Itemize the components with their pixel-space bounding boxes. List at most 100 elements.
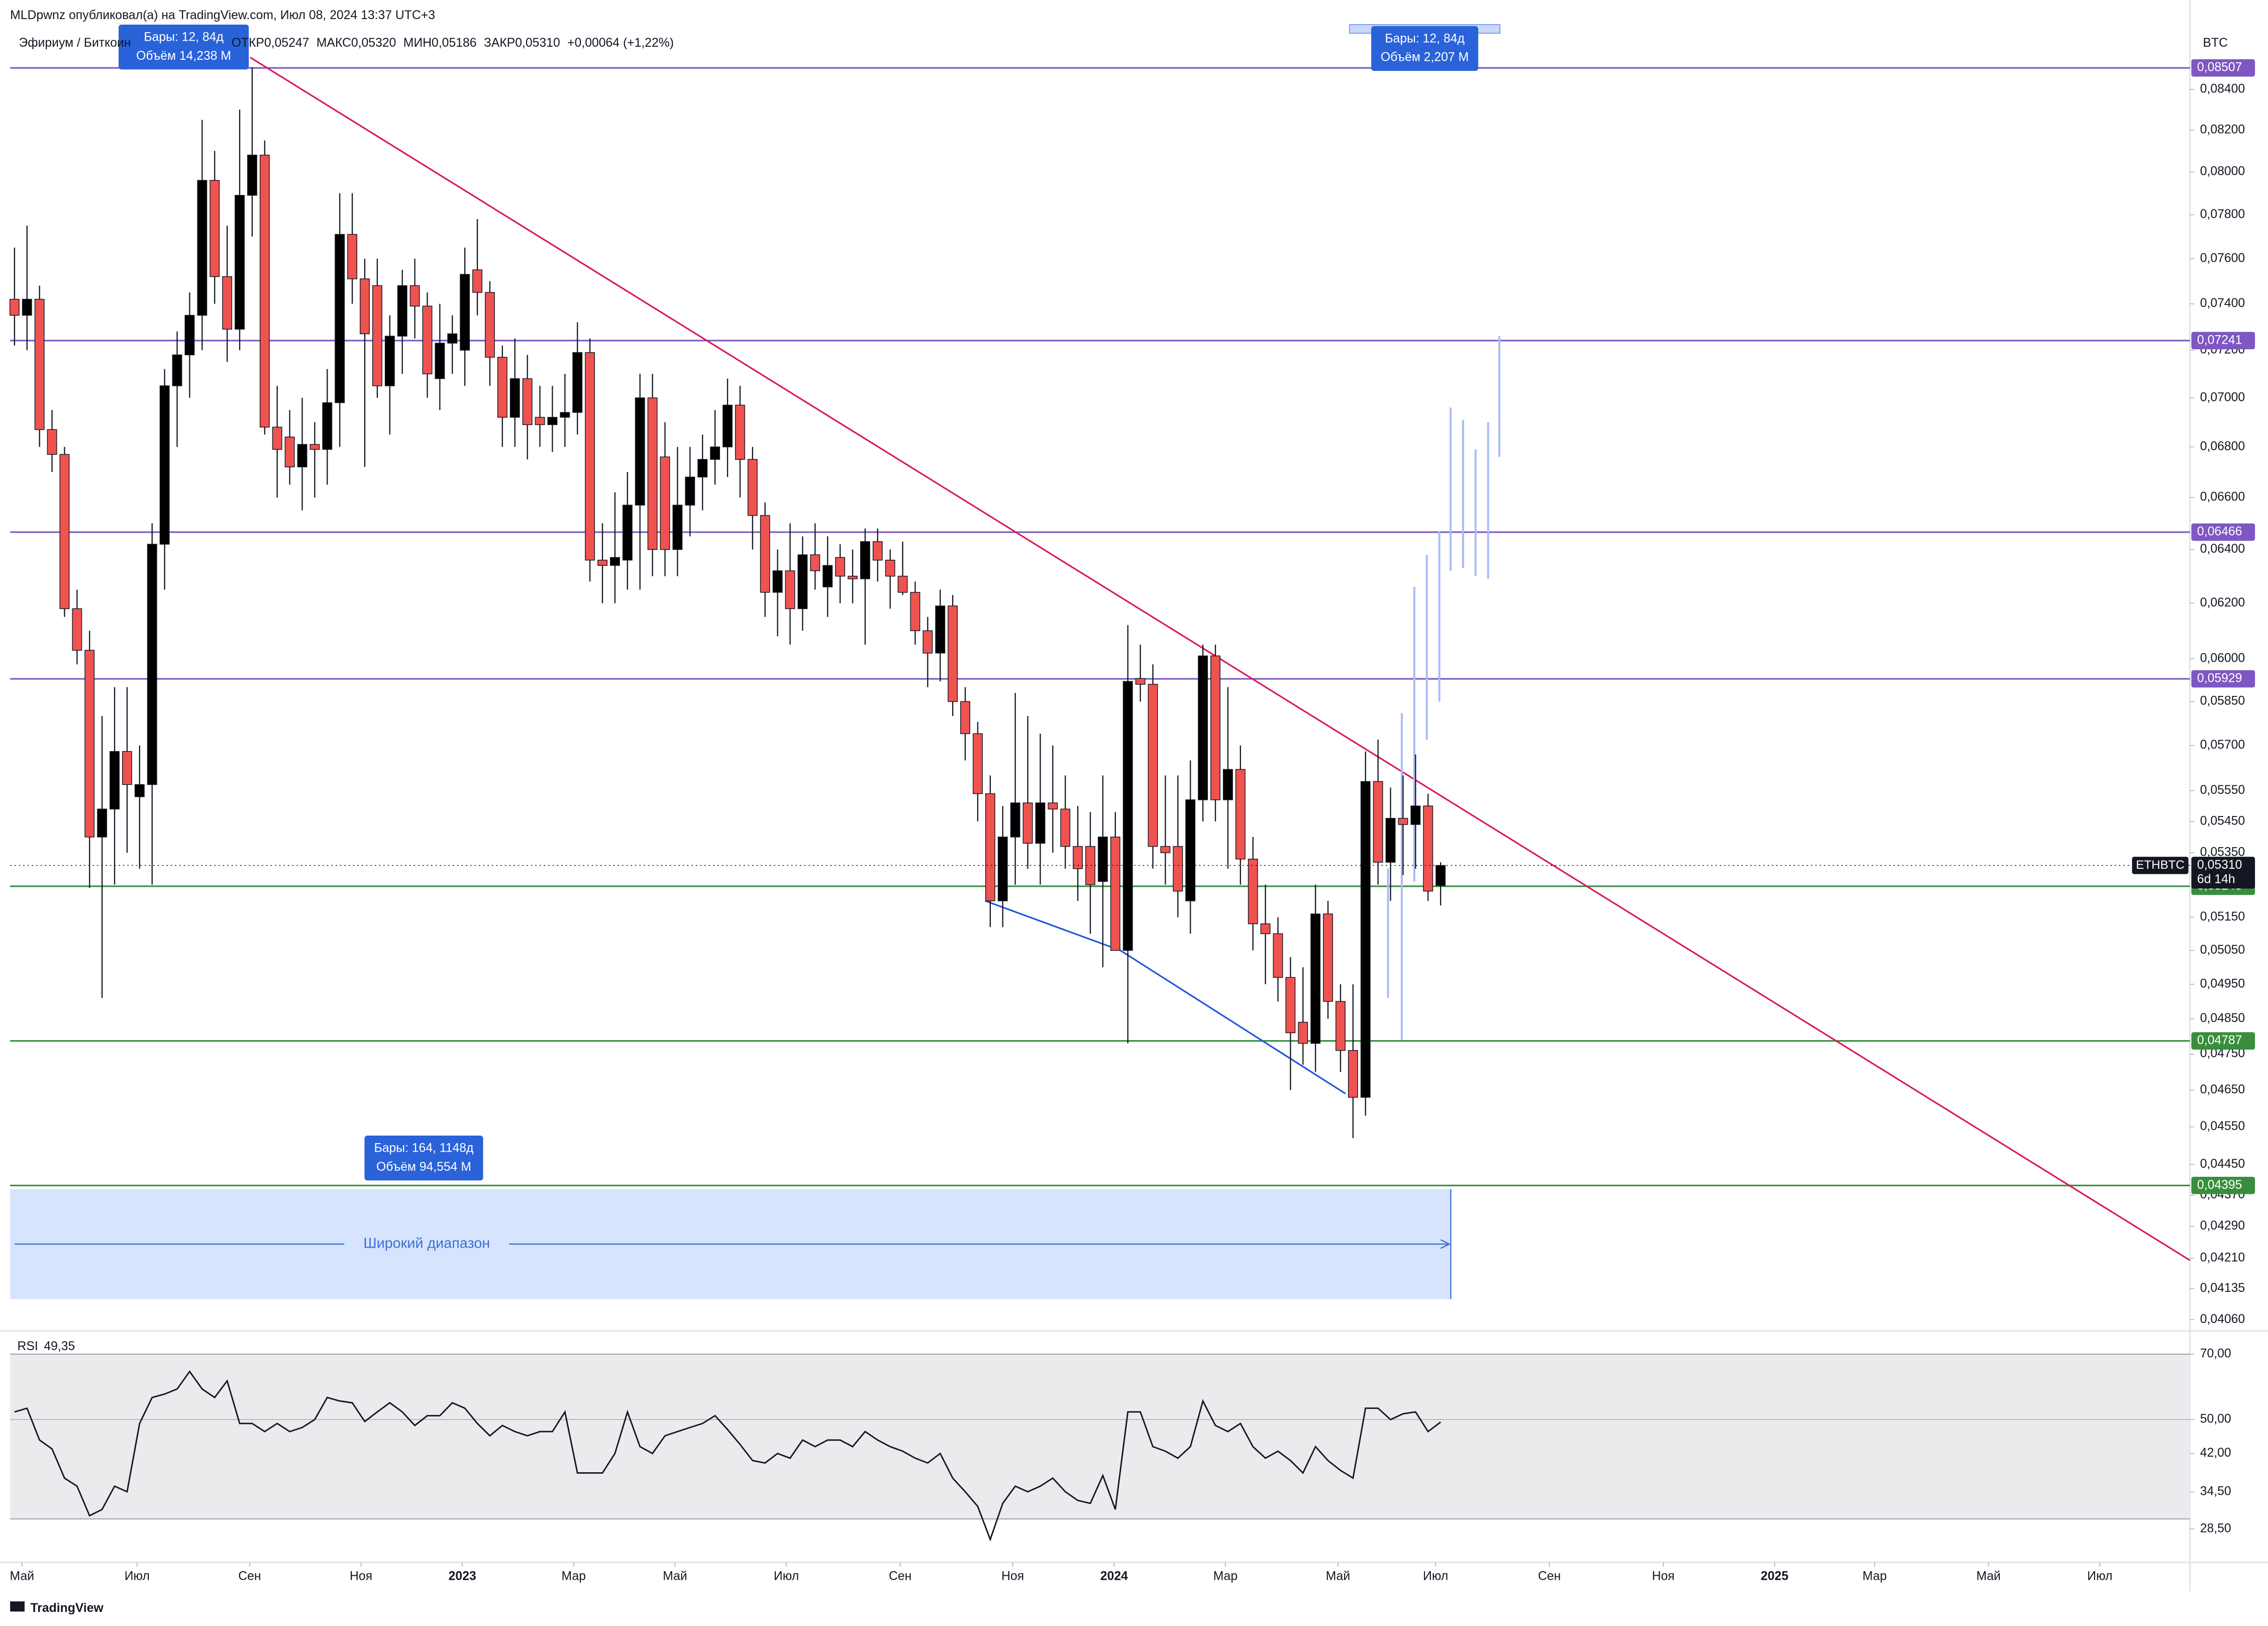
y-tick-label: 0,06000: [2200, 651, 2245, 665]
candle-body: [460, 274, 470, 351]
candle-body: [973, 733, 983, 794]
candle-body: [1135, 678, 1146, 685]
ohlc-value: ОТКР0,05247: [232, 36, 310, 50]
level-label-box: [2191, 1177, 2255, 1194]
x-tick-label: Сен: [238, 1570, 261, 1583]
symbol-name: Эфириум / Биткоин: [19, 36, 131, 50]
rsi-y-tick-label: 34,50: [2200, 1484, 2231, 1498]
y-tick-label: 0,06200: [2200, 596, 2245, 609]
candle-body: [1185, 799, 1196, 901]
candle-body: [147, 544, 157, 785]
candle-body: [723, 404, 733, 448]
rsi-y-tick-label: 42,00: [2200, 1446, 2231, 1460]
last-price-box: [2191, 857, 2255, 889]
candle-body: [184, 315, 195, 356]
candle-body: [197, 180, 208, 316]
candle-body: [210, 180, 220, 277]
candle-body: [1310, 913, 1321, 1044]
range-label: Широкий диапазон: [363, 1236, 490, 1252]
rsi-y-tick-label: 70,00: [2200, 1347, 2231, 1360]
back-layer: Широкий диапазон: [10, 67, 2190, 1519]
level-label: 0,06466: [2197, 525, 2242, 539]
y-tick-label: 0,05050: [2200, 943, 2245, 957]
candle-body: [785, 570, 795, 609]
level-label-box: [2191, 523, 2255, 541]
annotation-box: [364, 1136, 483, 1181]
level-label: 0,04787: [2197, 1034, 2242, 1047]
rsi-band: [10, 1354, 2190, 1519]
candle-body: [435, 343, 445, 379]
candle-body: [835, 557, 846, 577]
rsi-line: [14, 1370, 1441, 1542]
y-tick-label: 0,05450: [2200, 814, 2245, 828]
currency: BTC: [2203, 36, 2227, 50]
candle-body: [1398, 818, 1408, 825]
y-tick-label: 0,04550: [2200, 1120, 2245, 1133]
candle-body: [9, 298, 20, 316]
y-tick-label: 0,07800: [2200, 208, 2245, 221]
x-tick-label: 2024: [1100, 1570, 1128, 1583]
candle-body: [610, 557, 620, 566]
candle-body: [1423, 805, 1433, 892]
candle-body: [322, 402, 333, 450]
candle-body: [409, 285, 420, 307]
candle-body: [985, 793, 995, 901]
level-label: 0,04395: [2197, 1178, 2242, 1192]
rsi-y-tick-label: 50,00: [2200, 1412, 2231, 1426]
ohlc-value: МАКС0,05320: [317, 36, 396, 50]
annotation-text: Объём 14,238 M: [136, 49, 231, 63]
x-tick-label: Ноя: [350, 1570, 372, 1583]
y-tick-label: 0,06400: [2200, 542, 2245, 556]
x-tick-label: Мар: [1213, 1570, 1238, 1583]
candle-body: [735, 404, 745, 460]
candle-body: [1148, 684, 1158, 847]
candle-body: [235, 195, 245, 330]
candle-body: [72, 608, 82, 651]
annotation-text: Бары: 164, 1148д: [374, 1141, 474, 1155]
candle-body: [960, 701, 971, 734]
candle-body: [1160, 846, 1171, 853]
candle-body: [59, 454, 70, 609]
candle-body: [822, 565, 833, 587]
candle-body: [647, 397, 658, 550]
annotation-box: [1371, 26, 1479, 71]
y-tick-label: 0,04950: [2200, 977, 2245, 990]
candle-body: [1010, 802, 1020, 838]
y-tick-label: 0,07400: [2200, 296, 2245, 310]
level-label: 0,07241: [2197, 333, 2242, 347]
candle-body: [497, 357, 507, 418]
y-tick-label: 0,04210: [2200, 1251, 2245, 1265]
candle-body: [622, 504, 633, 561]
candle-body: [760, 515, 770, 593]
candle-body: [1198, 655, 1208, 800]
x-tick-label: Мар: [1863, 1570, 1887, 1583]
annotation-box: [119, 24, 249, 70]
candle-body: [372, 285, 382, 386]
trendline: [985, 900, 1346, 1094]
candle-body: [672, 504, 683, 550]
candle-body: [422, 306, 433, 374]
candle-body: [1122, 681, 1133, 951]
candle-body: [1273, 933, 1283, 978]
annotation-text: Бары: 12, 84д: [1385, 32, 1465, 45]
y-tick-label: 0,04450: [2200, 1157, 2245, 1171]
candle-body: [310, 444, 320, 450]
y-tick-label: 0,08000: [2200, 165, 2245, 178]
x-tick-label: 2023: [449, 1570, 476, 1583]
y-tick-label: 0,08400: [2200, 82, 2245, 95]
logo-mark: [10, 1601, 25, 1612]
candle-body: [1348, 1050, 1358, 1098]
candle-body: [597, 559, 607, 566]
candle-body: [1373, 781, 1383, 863]
candle-body: [97, 808, 108, 838]
level-label-box: [2191, 670, 2255, 688]
candle-body: [347, 234, 358, 279]
candle-body: [297, 444, 307, 467]
y-tick-label: 0,06600: [2200, 490, 2245, 503]
x-tick-label: Июл: [2087, 1570, 2112, 1583]
candle-body: [685, 476, 695, 506]
candle-body: [1060, 808, 1071, 847]
last-price-label: 0,05310: [2197, 858, 2242, 872]
candle-body: [259, 154, 270, 428]
candle-body: [1285, 977, 1296, 1034]
